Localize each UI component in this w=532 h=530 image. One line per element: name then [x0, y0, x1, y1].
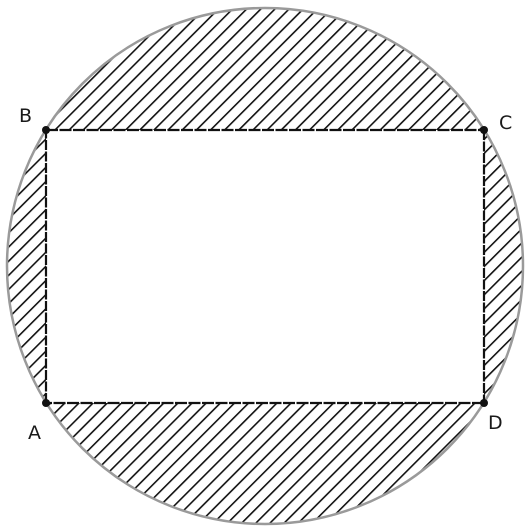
circle-outline: [5, 6, 525, 526]
vertex-label-b: B: [19, 105, 32, 127]
vertex-point-c: [480, 126, 488, 134]
vertex-point-a: [42, 399, 50, 407]
inscribed-rectangle-fill: [46, 130, 484, 403]
vertex-label-a: A: [28, 422, 41, 444]
vertex-label-c: C: [499, 112, 512, 134]
vertex-point-b: [42, 126, 50, 134]
vertex-point-d: [480, 399, 488, 407]
vertex-label-d: D: [488, 412, 503, 434]
